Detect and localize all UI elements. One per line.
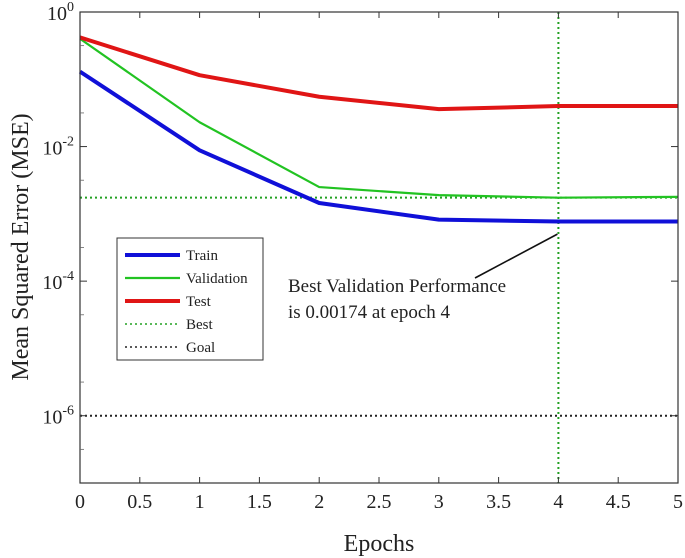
series-line-validation [79,37,679,199]
x-tick-label: 4 [553,491,563,513]
legend-label-train: Train [186,248,218,264]
annotation: Best Validation Performance is 0.00174 a… [288,233,558,323]
series-line-test [79,35,678,112]
y-tick-label: 10-2 [42,135,74,160]
x-tick-label: 2.5 [367,491,392,513]
x-tick-label: 0 [75,491,85,513]
annotation-line-1: Best Validation Performance [288,276,506,297]
y-tick-label: 10-6 [42,404,74,429]
y-tick-label: 100 [47,0,74,25]
x-tick-label: 2 [314,491,324,513]
x-tick-label: 0.5 [127,491,152,513]
x-tick-label: 5 [673,491,683,513]
legend: Train Validation Test Best Goal [116,237,264,361]
y-axis-title: Mean Squared Error (MSE) [8,113,34,380]
legend-label-goal: Goal [186,340,215,356]
y-tick-label: 10-4 [42,269,74,294]
x-tick-label: 1.5 [247,491,272,513]
x-tick-label: 1 [195,491,205,513]
y-axis: 100 10-2 10-4 10-6 [42,0,678,450]
annotation-line [474,233,558,279]
x-tick-label: 3.5 [486,491,511,513]
legend-label-test: Test [186,294,212,310]
series-lines [78,35,679,224]
reference-lines [80,12,678,483]
x-tick-label: 3 [434,491,444,513]
annotation-line-2: is 0.00174 at epoch 4 [288,302,451,323]
x-tick-label: 4.5 [606,491,631,513]
legend-label-best: Best [186,317,214,333]
x-axis-title: Epochs [344,531,415,557]
legend-label-validation: Validation [186,271,248,287]
series-line-train [78,69,678,224]
x-axis: 0 0.5 1 1.5 2 2.5 3 3.5 4 4.5 5 [75,12,683,513]
